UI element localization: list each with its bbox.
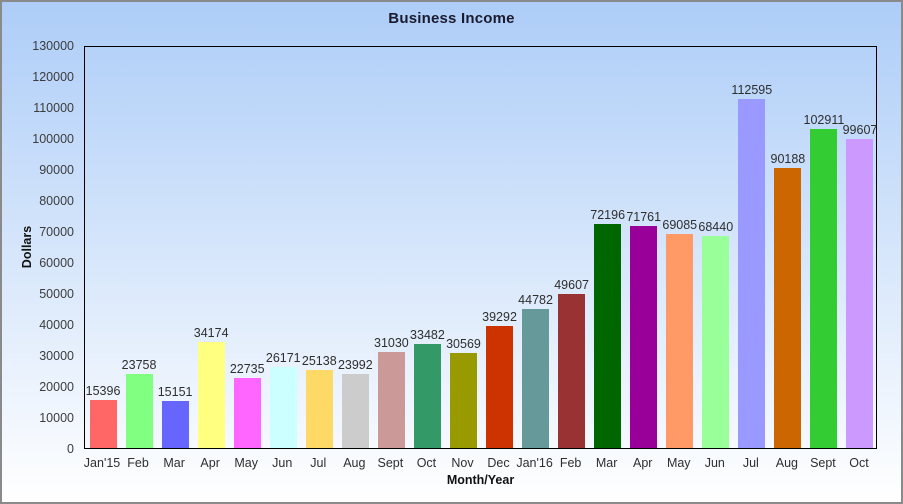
y-tick-label: 0 (67, 442, 74, 456)
x-tick-label: Aug (343, 456, 366, 470)
bar-value-label: 31030 (373, 335, 409, 350)
x-tick-label: Dec (487, 456, 510, 470)
bar-jul-6 (305, 370, 333, 448)
bar-value-label: 71761 (626, 209, 662, 224)
bar-jul-18 (738, 98, 766, 448)
bar-value-label: 39292 (482, 310, 517, 325)
x-tick-label: Nov (451, 456, 474, 470)
bar-value-label: 26171 (265, 350, 301, 365)
x-tick-label: May (234, 456, 259, 470)
y-tick-label: 30000 (39, 349, 74, 363)
bar-mar-14 (594, 224, 622, 448)
x-tick-label: Jul (742, 456, 759, 470)
y-tick-label: 60000 (39, 256, 74, 270)
bar-jun-17 (702, 235, 730, 448)
x-tick-label: Feb (559, 456, 582, 470)
y-tick-label: 50000 (39, 287, 74, 301)
bar-value-label: 102911 (803, 112, 845, 127)
x-tick-label: Jan'16 (516, 456, 553, 470)
x-tick-label: Oct (416, 456, 437, 470)
plot-area: 15396 23758 15151 34174 22735 26171 25138 23992… (84, 46, 877, 449)
bar-value-label: 72196 (590, 208, 626, 223)
y-tick-label: 130000 (32, 39, 74, 53)
bar-may-4 (233, 377, 261, 448)
y-tick-label: 90000 (39, 163, 74, 177)
bar-nov-10 (449, 353, 477, 448)
bar-value-label: 15396 (85, 384, 121, 399)
x-tick-label: Aug (775, 456, 798, 470)
bar-value-label: 69085 (662, 217, 698, 232)
x-tick-label: Feb (127, 456, 149, 470)
bar-value-label: 90188 (770, 152, 806, 167)
bar-value-label: 22735 (229, 361, 265, 376)
x-axis-title: Month/Year (446, 473, 515, 487)
bar-value-label: 34174 (193, 326, 229, 341)
x-tick-label: Mar (163, 456, 185, 470)
bar-oct-9 (413, 344, 441, 448)
bar-value-label: 44782 (518, 293, 553, 308)
y-tick-label: 20000 (39, 380, 74, 394)
bar-apr-3 (197, 342, 225, 448)
bar-value-label: 49607 (554, 278, 589, 293)
y-tick-label: 10000 (39, 411, 74, 425)
bar-sept-20 (810, 128, 838, 448)
bar-apr-15 (630, 225, 658, 448)
bar-may-16 (666, 233, 694, 448)
bar-value-label: 68440 (698, 219, 734, 234)
x-tick-label: Sept (377, 456, 404, 470)
y-tick-label: 80000 (39, 194, 74, 208)
bar-value-label: 23758 (121, 358, 157, 373)
bar-aug-7 (341, 373, 369, 448)
bar-aug-19 (774, 168, 802, 448)
bar-oct-21 (846, 139, 874, 448)
x-tick-label: Apr (200, 456, 220, 470)
y-tick-label: 40000 (39, 318, 74, 332)
x-tick-label: Sept (810, 456, 836, 470)
x-tick-label: Jul (310, 456, 327, 470)
x-tick-label: Apr (632, 456, 653, 470)
x-tick-label: Jan'15 (83, 456, 121, 470)
bar-value-label: 15151 (157, 385, 193, 400)
bar-value-label: 112595 (731, 82, 773, 97)
x-tick-label: May (666, 456, 691, 470)
chart-title: Business Income (388, 10, 515, 27)
bar-sept-8 (377, 351, 405, 448)
bar-value-label: 23992 (337, 357, 373, 372)
bar-value-label: 30569 (446, 337, 481, 352)
y-tick-label: 100000 (32, 132, 74, 146)
bars-container: 15396 23758 15151 34174 22735 26171 25138 23992… (85, 47, 878, 448)
bar-jan16-12 (522, 309, 550, 448)
bar-feb-13 (558, 294, 586, 448)
y-tick-label: 120000 (32, 70, 74, 84)
x-tick-label: Oct (849, 456, 869, 470)
bar-jan15-0 (89, 400, 117, 448)
bar-dec-11 (486, 326, 514, 448)
y-tick-label: 70000 (39, 225, 74, 239)
bar-mar-2 (161, 401, 189, 448)
bar-feb-1 (125, 374, 153, 448)
x-tick-label: Jun (272, 456, 293, 470)
bar-value-label: 99607 (842, 123, 878, 138)
bar-jun-5 (269, 366, 297, 448)
y-tick-label: 110000 (33, 101, 74, 115)
x-tick-label: Jun (704, 456, 725, 470)
bar-value-label: 25138 (301, 354, 337, 369)
bar-value-label: 33482 (410, 328, 445, 343)
x-tick-label: Mar (595, 456, 618, 470)
